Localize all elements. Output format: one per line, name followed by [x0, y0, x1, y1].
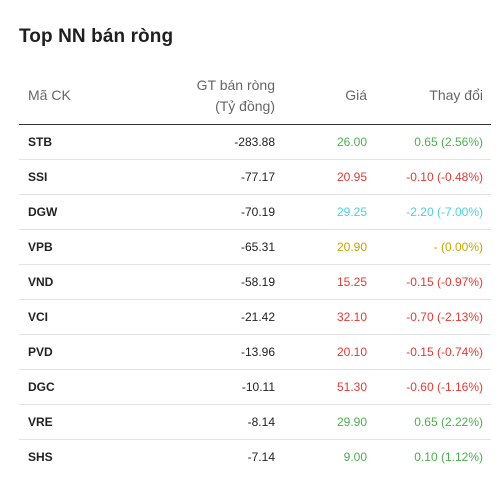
price: 20.90: [275, 229, 367, 265]
widget-title: Top NN bán ròng: [19, 26, 174, 47]
net-sell-value: -13.96: [118, 334, 275, 370]
price: 20.95: [275, 159, 367, 195]
price: 29.25: [275, 194, 367, 230]
stock-code[interactable]: VPB: [19, 229, 118, 265]
change: - (0.00%): [367, 229, 491, 265]
change: -0.15 (-0.74%): [367, 334, 491, 370]
table-row[interactable]: SSI -77.17 20.95 -0.10 (-0.48%): [19, 159, 491, 195]
stock-code[interactable]: SHS: [28, 450, 53, 464]
price: 20.10: [275, 334, 367, 370]
change: -0.10 (-0.48%): [367, 159, 491, 195]
table-row[interactable]: VPB -65.31 20.90- (0.00%): [19, 229, 491, 265]
table-row[interactable]: VND -58.19 15.25 -0.15 (-0.97%): [19, 264, 491, 300]
header-net-sell-value: GT bán ròng (Tỷ đồng): [118, 67, 275, 125]
change: -0.70 (-2.13%): [367, 299, 491, 335]
stock-code[interactable]: DGW: [19, 194, 118, 230]
stock-code[interactable]: VRE: [19, 404, 118, 440]
price: 32.10: [275, 299, 367, 335]
net-sell-value: -21.42: [118, 299, 275, 335]
change: 0.10 (1.12%): [414, 450, 483, 464]
stock-code[interactable]: STB: [19, 124, 118, 160]
table-row[interactable]: SHS -7.14 9.00 0.10 (1.12%): [19, 440, 491, 475]
price: 26.00: [275, 124, 367, 160]
stock-code[interactable]: SSI: [19, 159, 118, 195]
change: 0.65 (2.22%): [367, 404, 491, 440]
table-header-row: Mã CK GT bán ròng (Tỷ đồng) Giá Thay đổi: [19, 67, 491, 125]
table-row[interactable]: VRE -8.14 29.90 0.65 (2.22%): [19, 404, 491, 440]
net-sell-value: -65.31: [118, 229, 275, 265]
net-sell-value: -70.19: [118, 194, 275, 230]
price: 9.00: [343, 450, 367, 464]
price: 51.30: [275, 369, 367, 405]
header-price: Giá: [275, 67, 367, 125]
price: 15.25: [275, 264, 367, 300]
change: -0.15 (-0.97%): [367, 264, 491, 300]
table-row[interactable]: DGC -10.11 51.30 -0.60 (-1.16%): [19, 369, 491, 405]
price: 29.90: [275, 404, 367, 440]
net-sell-value: -283.88: [118, 124, 275, 160]
table-row[interactable]: STB -283.88 26.00 0.65 (2.56%): [19, 124, 491, 160]
net-sell-value: -8.14: [118, 404, 275, 440]
stock-code[interactable]: PVD: [19, 334, 118, 370]
net-sell-value: -77.17: [118, 159, 275, 195]
net-sell-table: Mã CK GT bán ròng (Tỷ đồng) Giá Thay đổi…: [19, 67, 491, 474]
change: -0.60 (-1.16%): [367, 369, 491, 405]
stock-code[interactable]: DGC: [19, 369, 118, 405]
header-stock-code: Mã CK: [19, 67, 118, 125]
table-row[interactable]: PVD -13.96 20.10 -0.15 (-0.74%): [19, 334, 491, 370]
header-net-sell-value-line1: GT bán ròng: [196, 76, 275, 93]
table-row[interactable]: DGW -70.19 29.25 -2.20 (-7.00%): [19, 194, 491, 230]
table-row[interactable]: VCI -21.42 32.10 -0.70 (-2.13%): [19, 299, 491, 335]
header-change: Thay đổi: [367, 67, 491, 125]
change: -2.20 (-7.00%): [367, 194, 491, 230]
net-sell-value: -7.14: [247, 450, 275, 464]
change: 0.65 (2.56%): [367, 124, 491, 160]
net-sell-value: -58.19: [118, 264, 275, 300]
table-body: STB -283.88 26.00 0.65 (2.56%) SSI -77.17 20.9…: [19, 124, 491, 475]
header-net-sell-value-line2: (Tỷ đồng): [215, 97, 275, 114]
stock-code[interactable]: VCI: [19, 299, 118, 335]
stock-code[interactable]: VND: [19, 264, 118, 300]
net-sell-value: -10.11: [118, 369, 275, 405]
